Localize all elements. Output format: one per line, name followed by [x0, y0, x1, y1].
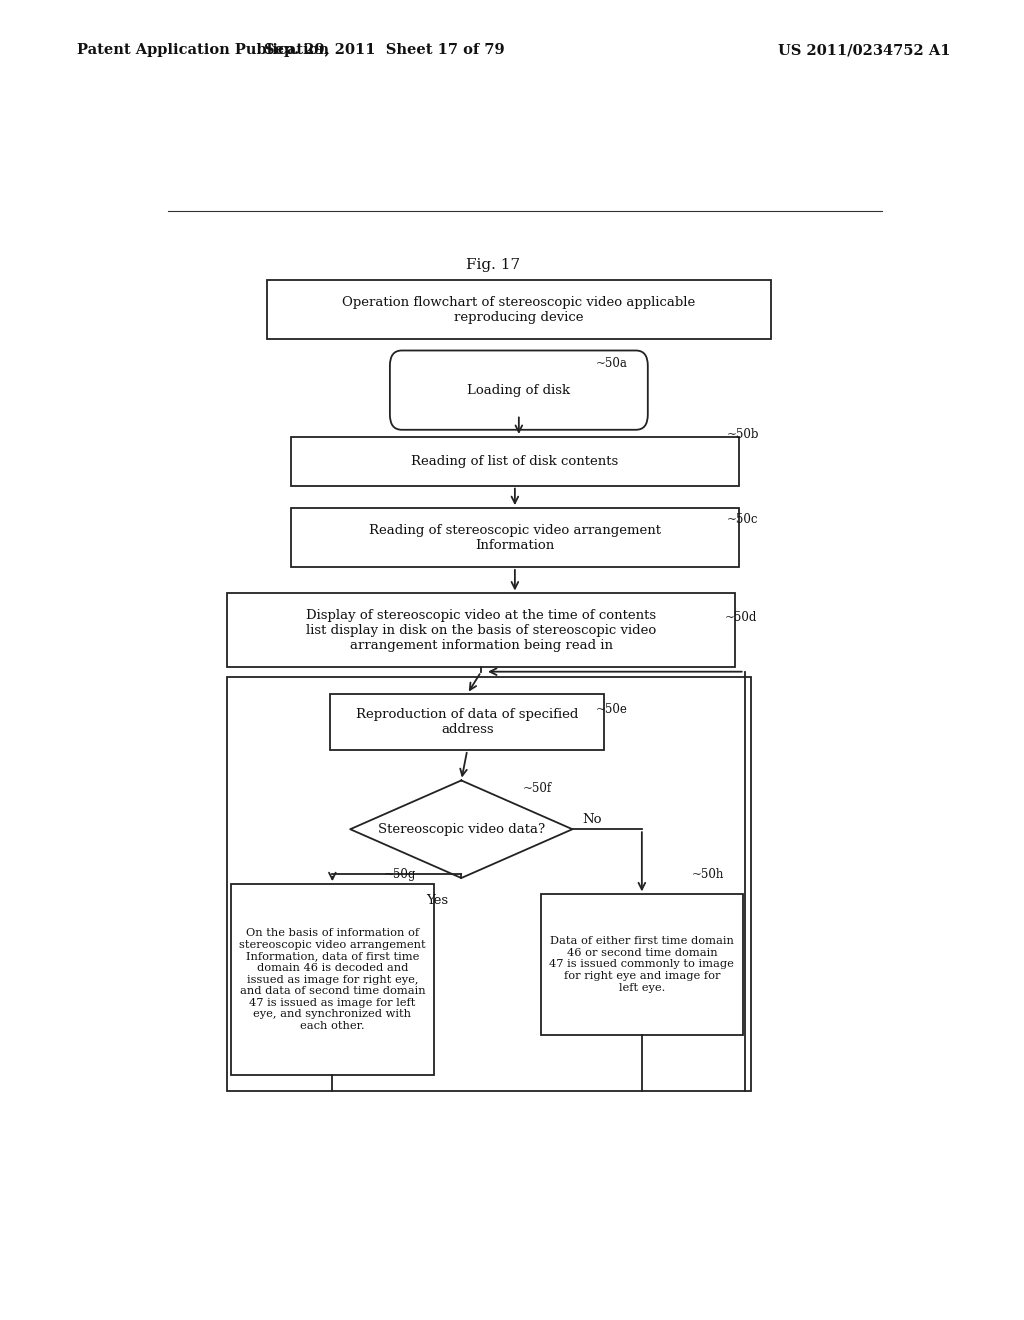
FancyBboxPatch shape: [227, 594, 735, 667]
Text: ~50b: ~50b: [727, 429, 760, 441]
Text: Fig. 17: Fig. 17: [466, 259, 520, 272]
Text: ~50e: ~50e: [596, 702, 628, 715]
Text: Operation flowchart of stereoscopic video applicable
reproducing device: Operation flowchart of stereoscopic vide…: [342, 296, 695, 323]
FancyBboxPatch shape: [291, 508, 739, 568]
FancyBboxPatch shape: [390, 351, 648, 430]
Text: Reproduction of data of specified
address: Reproduction of data of specified addres…: [356, 708, 579, 737]
Text: On the basis of information of
stereoscopic video arrangement
Information, data : On the basis of information of stereosco…: [239, 928, 426, 1031]
Text: No: No: [582, 813, 601, 825]
Text: ~50g: ~50g: [384, 869, 416, 882]
Text: Yes: Yes: [426, 894, 449, 907]
Text: Sep. 29, 2011  Sheet 17 of 79: Sep. 29, 2011 Sheet 17 of 79: [264, 44, 504, 57]
Text: Patent Application Publication: Patent Application Publication: [77, 44, 329, 57]
Text: Data of either first time domain
46 or second time domain
47 is issued commonly : Data of either first time domain 46 or s…: [550, 936, 734, 993]
Text: ~50a: ~50a: [596, 358, 628, 370]
FancyBboxPatch shape: [541, 894, 743, 1035]
Text: ~50f: ~50f: [523, 781, 552, 795]
Text: Reading of list of disk contents: Reading of list of disk contents: [412, 455, 618, 467]
FancyBboxPatch shape: [231, 884, 433, 1076]
Text: ~50h: ~50h: [691, 869, 724, 882]
Text: ~50d: ~50d: [725, 611, 757, 624]
Text: ~50c: ~50c: [727, 512, 759, 525]
Text: US 2011/0234752 A1: US 2011/0234752 A1: [778, 44, 950, 57]
FancyBboxPatch shape: [291, 437, 739, 486]
Text: Display of stereoscopic video at the time of contents
list display in disk on th: Display of stereoscopic video at the tim…: [306, 609, 656, 652]
FancyBboxPatch shape: [267, 280, 771, 339]
FancyBboxPatch shape: [331, 694, 604, 750]
Text: Loading of disk: Loading of disk: [467, 384, 570, 396]
Text: Stereoscopic video data?: Stereoscopic video data?: [378, 822, 545, 836]
Text: Reading of stereoscopic video arrangement
Information: Reading of stereoscopic video arrangemen…: [369, 524, 660, 552]
